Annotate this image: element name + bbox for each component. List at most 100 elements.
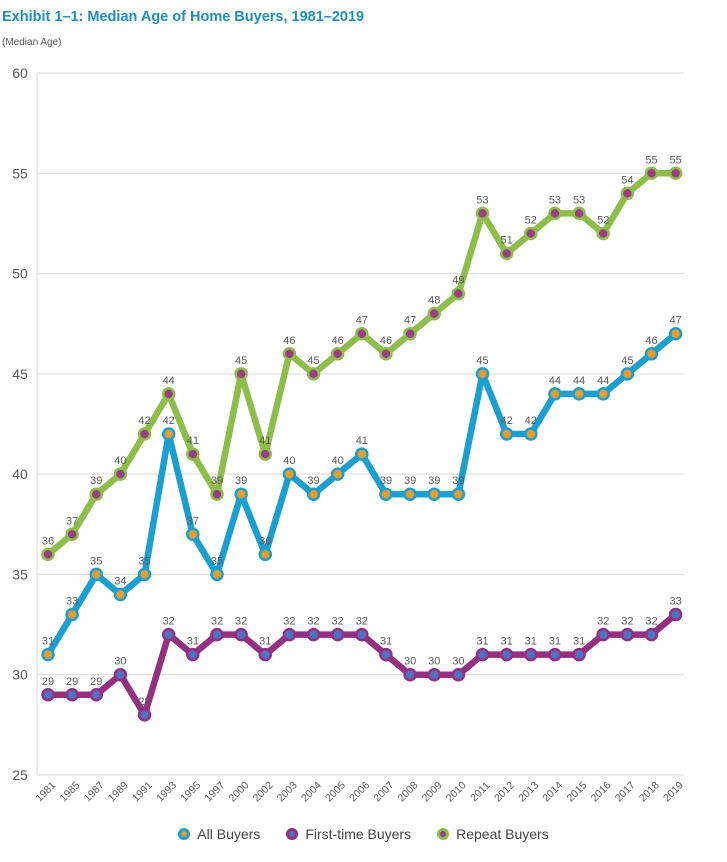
data-point-repeat-2013	[524, 226, 538, 241]
data-label-first-1995: 31	[187, 636, 199, 648]
data-label-all-1989: 34	[114, 575, 126, 587]
data-point-all-2017	[620, 367, 635, 381]
data-point-first-1985	[65, 688, 79, 702]
data-label-repeat-2007: 46	[380, 335, 392, 347]
data-point-all-2015	[572, 387, 586, 401]
data-label-all-2003: 40	[283, 455, 295, 467]
x-tick-label-2018: 2018	[637, 779, 662, 804]
data-point-all-2006	[355, 447, 369, 461]
data-point-first-2012	[499, 647, 514, 662]
x-tick-label-2011: 2011	[468, 780, 493, 805]
data-point-all-2010	[451, 487, 466, 501]
data-point-all-2016	[596, 387, 610, 401]
x-tick-label-1997: 1997	[202, 779, 227, 804]
data-label-first-2002: 31	[259, 636, 271, 648]
data-point-first-1993	[161, 627, 176, 642]
data-label-repeat-1997: 39	[211, 475, 223, 487]
data-point-repeat-1981	[41, 547, 55, 562]
data-point-repeat-1989	[113, 467, 128, 481]
y-tick-label-30: 30	[12, 667, 28, 683]
data-label-all-2010: 39	[452, 475, 464, 487]
data-point-all-2012	[499, 427, 514, 441]
data-label-repeat-2012: 51	[501, 235, 513, 247]
data-point-repeat-1991	[137, 427, 152, 441]
data-point-all-1991	[137, 567, 152, 582]
legend-swatch-first-time-buyers	[286, 828, 299, 840]
data-label-all-2012: 42	[501, 415, 513, 427]
data-point-repeat-2015	[572, 206, 586, 221]
data-label-repeat-1985: 37	[66, 515, 78, 527]
data-label-first-2003: 32	[283, 616, 295, 628]
data-point-all-2011	[475, 367, 490, 381]
data-point-all-2002	[258, 547, 273, 562]
data-label-all-2016: 44	[597, 375, 609, 387]
data-label-all-2000: 39	[235, 475, 247, 487]
data-point-first-1991	[137, 708, 152, 722]
data-label-first-2006: 32	[356, 616, 368, 628]
data-label-all-2006: 41	[356, 435, 368, 447]
y-tick-label-25: 25	[12, 767, 28, 783]
data-label-first-2011: 31	[476, 636, 488, 648]
data-point-all-2008	[403, 487, 417, 501]
data-label-first-2004: 32	[307, 616, 319, 628]
data-point-all-2004	[306, 487, 321, 501]
data-label-first-1987: 29	[90, 676, 102, 688]
legend-swatch-repeat-buyers	[437, 828, 450, 840]
data-label-all-2009: 39	[428, 475, 440, 487]
data-label-all-2015: 44	[573, 375, 585, 387]
series-line-repeat	[44, 170, 679, 558]
data-point-first-2009	[427, 667, 441, 682]
data-point-repeat-2019	[668, 166, 683, 181]
data-point-all-2019	[668, 326, 683, 341]
x-tick-label-2007: 2007	[371, 779, 396, 804]
data-label-all-2018: 46	[645, 335, 657, 347]
data-label-all-1995: 37	[187, 515, 199, 527]
x-tick-label-2012: 2012	[492, 779, 517, 804]
data-label-repeat-1993: 44	[163, 375, 175, 387]
data-point-all-1997	[210, 567, 224, 582]
data-point-repeat-2002	[258, 447, 273, 461]
data-point-first-2014	[548, 647, 562, 662]
data-point-first-1997	[210, 627, 224, 642]
data-point-first-2003	[282, 627, 297, 642]
data-label-repeat-2008: 47	[404, 315, 416, 327]
data-point-repeat-2004	[306, 367, 321, 381]
data-label-repeat-2010: 49	[452, 275, 464, 287]
data-label-first-1993: 32	[163, 616, 175, 628]
data-point-repeat-1997	[210, 487, 224, 501]
data-point-all-2013	[524, 427, 538, 441]
legend-label-first-time-buyers: First-time Buyers	[305, 826, 412, 842]
data-point-first-2005	[330, 627, 345, 642]
y-tick-label-60: 60	[12, 65, 28, 81]
data-label-all-2008: 39	[404, 475, 416, 487]
data-label-all-2011: 45	[476, 355, 488, 367]
data-point-first-2019	[668, 607, 683, 622]
data-point-repeat-2009	[427, 306, 441, 321]
x-tick-label-1985: 1985	[58, 779, 83, 804]
data-label-all-1997: 35	[211, 555, 223, 567]
data-point-first-1981	[41, 688, 55, 702]
y-tick-label-40: 40	[12, 466, 28, 482]
x-tick-label-2015: 2015	[564, 779, 589, 804]
x-tick-label-1995: 1995	[178, 779, 203, 804]
legend-item-all-buyers: All Buyers	[178, 826, 260, 842]
x-tick-label-2002: 2002	[251, 779, 276, 804]
x-tick-label-2005: 2005	[323, 779, 348, 804]
data-label-repeat-2011: 53	[476, 194, 488, 206]
data-point-repeat-2016	[596, 226, 610, 241]
data-label-repeat-1991: 42	[138, 415, 150, 427]
data-point-repeat-2005	[330, 347, 345, 361]
x-tick-label-2017: 2017	[613, 779, 638, 804]
data-label-repeat-2013: 52	[525, 214, 537, 226]
data-label-first-2010: 30	[452, 656, 464, 668]
data-label-all-1991: 35	[138, 555, 150, 567]
data-point-repeat-2007	[379, 347, 393, 361]
legend: All Buyers First-time Buyers Repeat Buye…	[0, 826, 727, 842]
data-point-all-2009	[427, 487, 441, 501]
data-label-first-2007: 31	[380, 636, 392, 648]
legend-item-repeat-buyers: Repeat Buyers	[437, 826, 549, 842]
data-point-first-2006	[355, 627, 369, 642]
legend-swatch-all-buyers	[178, 828, 191, 840]
data-point-all-2007	[379, 487, 393, 501]
data-point-repeat-1985	[65, 527, 79, 542]
